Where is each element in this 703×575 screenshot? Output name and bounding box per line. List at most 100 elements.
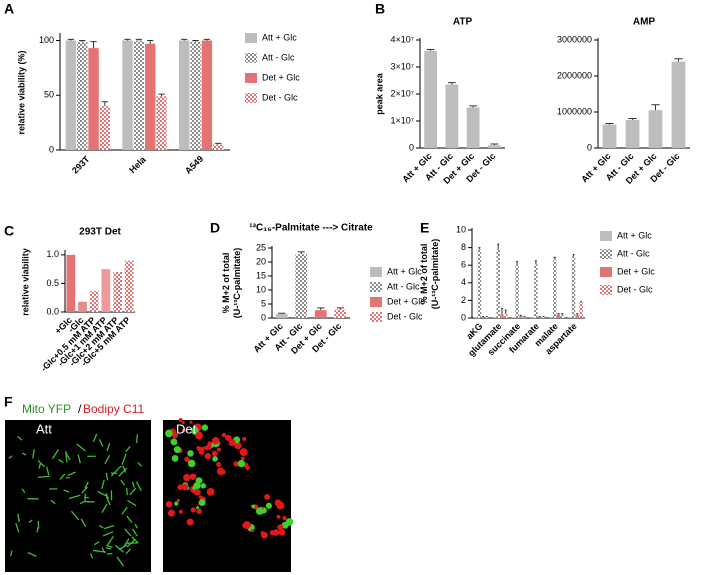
mitochondrion (106, 442, 111, 452)
lipid-droplet (198, 499, 206, 506)
lipid-droplet (184, 456, 190, 462)
chart-title: 293T Det (79, 227, 121, 238)
mitochondrion (106, 535, 114, 547)
x-tick-label: Hela (127, 154, 148, 175)
bar (552, 258, 557, 318)
image-label: Det (176, 421, 197, 436)
lipid-droplet (167, 509, 175, 517)
mitochondrion (127, 499, 137, 507)
lipid-droplet (272, 529, 280, 536)
bar (488, 145, 501, 148)
legend-swatch (600, 285, 612, 295)
mitochondrion (80, 518, 87, 527)
lipid-droplet (278, 528, 286, 536)
mitochondrion (102, 531, 114, 537)
mitochondrion (90, 553, 94, 559)
y-tick-label: 0 (49, 144, 54, 154)
y-tick-label: 10 (456, 224, 466, 234)
bar (625, 119, 640, 148)
mitochondrion (123, 538, 130, 548)
mitochondrion (136, 434, 138, 444)
x-tick-label: A549 (183, 154, 205, 176)
lipid-droplet (242, 522, 248, 528)
bar (156, 96, 167, 150)
mitochondrion (101, 503, 108, 514)
legend-label: Det + Glc (387, 296, 425, 306)
panel-letter: E (420, 220, 429, 236)
error-bar (557, 313, 560, 315)
panel-letter: B (375, 1, 385, 17)
y-tick-label: 0 (409, 142, 414, 152)
chart-title: ¹³C₁₆-Palmitate ---> Citrate (249, 223, 373, 234)
mitochondrion (76, 443, 86, 452)
lipid-droplet (225, 434, 232, 441)
mitochondrion (124, 528, 132, 537)
bar (314, 310, 327, 318)
y-tick-label: 6 (461, 260, 466, 270)
bar (515, 265, 519, 318)
micrograph (163, 420, 291, 572)
lipid-droplet (195, 477, 203, 485)
lipid-droplet (195, 431, 203, 440)
mitochondrion (118, 544, 128, 551)
error-bar (448, 82, 456, 85)
mitochondrion (81, 486, 89, 494)
bar (648, 110, 663, 148)
bar (492, 317, 497, 318)
mitochondrion (126, 542, 139, 545)
mitochondrion (17, 435, 23, 441)
mitochondrion (37, 475, 50, 479)
lipid-droplet (251, 504, 256, 509)
legend-swatch (245, 73, 257, 83)
mitochondrion (50, 499, 56, 505)
error-bar (297, 251, 305, 255)
legend-label: Att - Glc (262, 52, 295, 62)
bar (190, 41, 201, 151)
legend-text: Bodipy C11 (83, 402, 144, 416)
y-tick-label: 0.0 (46, 306, 59, 316)
y-axis-label: relative viability (20, 248, 30, 316)
mitochondrion (68, 494, 81, 500)
lipid-droplet (282, 515, 287, 521)
lipid-droplet (178, 509, 183, 514)
mitochondrion (121, 453, 127, 465)
mitochondrion (79, 500, 86, 505)
mitochondrion (32, 449, 35, 459)
mitochondrion (99, 439, 104, 447)
error-bar (317, 307, 325, 311)
bar (568, 317, 572, 318)
mitochondrion (38, 463, 41, 469)
mitochondrion (59, 473, 66, 481)
bar (477, 249, 482, 318)
bar (602, 124, 617, 148)
bar (522, 317, 527, 318)
legend-label: Det - Glc (387, 311, 423, 321)
mitochondrion (84, 481, 89, 489)
lipid-droplet (216, 447, 221, 452)
bar (77, 41, 88, 151)
y-axis-label: (U-¹³C-palmitate) (232, 248, 242, 319)
lipid-droplet (239, 448, 248, 457)
bar (504, 313, 508, 318)
mitochondrion (21, 488, 26, 493)
x-tick-label: 293T (70, 154, 92, 176)
y-tick-label: 50 (44, 90, 54, 100)
lipid-droplet (201, 446, 206, 451)
mitochondrion (63, 489, 70, 493)
mitochondrion (70, 510, 80, 521)
bar (445, 84, 459, 148)
mitochondrion (77, 454, 81, 464)
bar (78, 301, 87, 312)
bar (519, 316, 523, 318)
legend-label: Det + Glc (617, 266, 655, 276)
y-axis-label: % M+2 of total (419, 244, 429, 305)
mitochondrion (125, 548, 132, 555)
mitochondrion (131, 481, 135, 488)
bar (65, 40, 77, 150)
mitochondrion (17, 513, 20, 523)
mitochondrion (99, 524, 104, 529)
legend-swatch (245, 33, 257, 43)
mitochondrion (118, 467, 128, 477)
error-bar (278, 312, 286, 314)
y-tick-label: 1×10⁷ (390, 115, 414, 125)
